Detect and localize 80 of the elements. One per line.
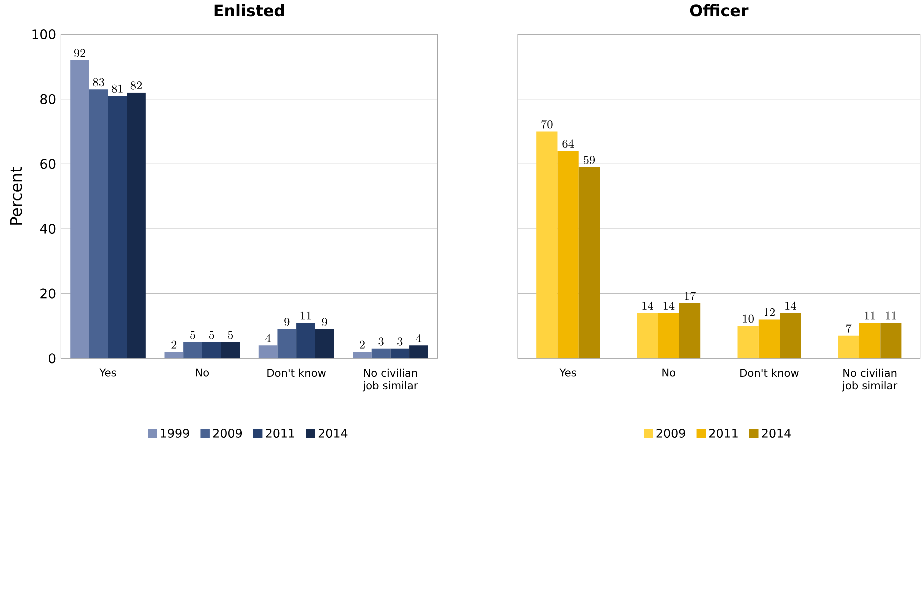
bar <box>353 352 372 359</box>
bar <box>164 352 184 359</box>
data-label: 2 <box>172 341 177 349</box>
bar <box>278 330 297 359</box>
bar <box>108 96 128 359</box>
legend-label: 2011 <box>266 429 294 438</box>
data-label: 14 <box>642 302 654 310</box>
x-tick-label: Yes <box>100 369 116 377</box>
bar <box>221 342 240 359</box>
x-tick-label: Yes <box>560 369 576 377</box>
x-tick-label: No civilian job similar <box>362 369 418 392</box>
legend-label: 2009 <box>656 429 686 438</box>
bar <box>838 336 860 359</box>
y-tick-label: 80 <box>40 94 56 105</box>
bar <box>880 323 902 359</box>
legend-label: 2014 <box>762 429 791 438</box>
bar <box>780 313 802 359</box>
data-label: 9 <box>284 318 290 327</box>
data-label: 14 <box>664 302 675 310</box>
data-label: 5 <box>190 331 196 340</box>
bar <box>258 346 278 359</box>
data-label: 14 <box>786 302 796 310</box>
data-label: 11 <box>865 312 876 320</box>
data-label: 5 <box>228 331 234 340</box>
chart-title: Enlisted <box>214 4 284 17</box>
bar <box>390 349 410 359</box>
data-label: 92 <box>74 49 86 58</box>
bar <box>410 346 428 359</box>
data-label: 83 <box>93 78 104 87</box>
chart-title: Officer <box>690 4 749 17</box>
y-axis-title: Percent <box>10 167 22 226</box>
bar <box>296 323 316 359</box>
x-tick-label: Don't know <box>268 369 326 378</box>
data-label: 12 <box>764 308 775 317</box>
data-label: 64 <box>562 140 574 148</box>
bar <box>184 342 202 359</box>
data-label: 4 <box>266 334 272 342</box>
data-label: 7 <box>846 324 852 334</box>
data-label: 17 <box>685 292 696 301</box>
legend-label: 2014 <box>318 429 348 438</box>
data-label: 3 <box>398 338 403 346</box>
data-label: 2 <box>360 341 365 349</box>
bar <box>202 342 222 359</box>
bar <box>536 132 558 359</box>
bar <box>70 60 90 359</box>
data-label: 70 <box>542 120 553 129</box>
bar <box>127 93 146 359</box>
bar <box>679 304 701 359</box>
data-label: 3 <box>378 338 384 346</box>
legend-label: 1999 <box>161 429 190 438</box>
data-label: 81 <box>112 85 123 94</box>
bar <box>738 326 759 359</box>
x-tick-label: No <box>196 369 210 377</box>
bar <box>89 90 108 359</box>
legend-label: 2009 <box>213 429 242 438</box>
bar <box>315 330 334 359</box>
x-tick-label: No civilian job similar <box>842 369 898 392</box>
y-tick-label: 40 <box>40 224 56 234</box>
data-label: 4 <box>416 334 422 342</box>
data-label: 82 <box>130 82 142 90</box>
bar <box>637 313 658 359</box>
data-label: 59 <box>584 156 596 165</box>
bar <box>859 323 881 359</box>
x-tick-label: No <box>662 369 676 377</box>
x-tick-label: Don't know <box>740 369 799 378</box>
data-label: 11 <box>886 312 896 320</box>
bar <box>578 168 600 359</box>
data-label: 5 <box>209 331 214 340</box>
bar <box>372 349 391 359</box>
bar <box>558 151 579 359</box>
y-tick-label: 20 <box>40 288 56 299</box>
bar <box>658 313 680 359</box>
legend-label: 2011 <box>710 429 738 438</box>
data-label: 10 <box>743 315 754 324</box>
y-tick-label: 60 <box>40 159 56 170</box>
bar <box>758 320 780 359</box>
y-tick-label: 0 <box>48 354 56 364</box>
y-tick-label: 100 <box>32 30 56 40</box>
data-label: 11 <box>300 312 312 320</box>
data-label: 9 <box>322 318 328 327</box>
